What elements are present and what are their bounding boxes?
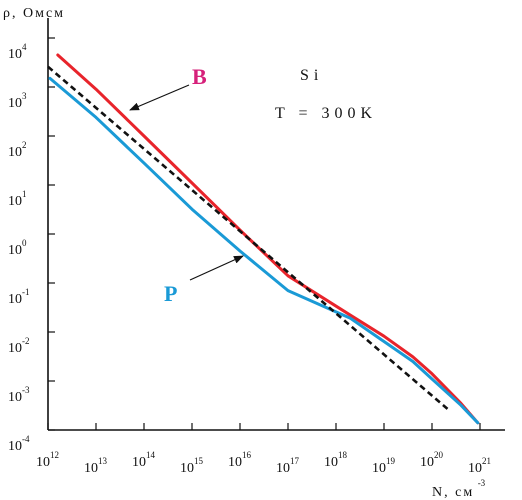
series-label-p: P <box>164 281 177 306</box>
x-tick-label-base: 10 <box>468 461 482 476</box>
x-tick-label: 1020 <box>420 450 444 470</box>
y-tick-label-base: 10 <box>8 145 22 160</box>
fit-line-dashed <box>47 65 451 412</box>
x-tick-label-exponent: 18 <box>338 450 348 460</box>
x-tick-marks <box>47 423 481 430</box>
y-tick-label: 10-2 <box>8 336 30 356</box>
y-tick-label-base: 10 <box>8 243 22 258</box>
y-tick-marks <box>48 37 55 431</box>
x-tick-label-base: 10 <box>36 455 50 470</box>
x-tick-label: 1013 <box>84 456 108 476</box>
y-tick-label-base: 10 <box>8 194 22 209</box>
y-tick-label-exponent: -4 <box>22 434 30 444</box>
x-tick-label-base: 10 <box>420 455 434 470</box>
label-arrows <box>129 84 244 281</box>
y-tick-label-base: 10 <box>8 47 22 62</box>
x-tick-label-exponent: 13 <box>98 456 108 466</box>
y-tick-label-base: 10 <box>8 292 22 307</box>
y-tick-label: 10-3 <box>8 385 30 405</box>
series-line-b <box>56 53 480 425</box>
y-tick-label-exponent: 1 <box>22 189 27 199</box>
y-tick-label-base: 10 <box>8 341 22 356</box>
y-tick-label-base: 10 <box>8 439 22 454</box>
x-tick-label: 1021 <box>468 456 491 476</box>
series-line-p <box>48 76 480 425</box>
x-axis-label-exponent: -3 <box>478 478 486 488</box>
y-tick-label: 104 <box>8 42 27 62</box>
y-tick-label: 101 <box>8 189 27 209</box>
axes <box>47 18 505 431</box>
y-tick-label-exponent: 4 <box>22 42 27 52</box>
x-tick-label-exponent: 17 <box>290 456 300 466</box>
y-tick-label-base: 10 <box>8 96 22 111</box>
x-tick-label: 1012 <box>36 450 59 470</box>
y-tick-label-exponent: 3 <box>22 91 27 101</box>
x-tick-label: 1017 <box>276 456 300 476</box>
y-tick-label: 10-1 <box>8 287 30 307</box>
arrow-b <box>129 84 190 111</box>
x-tick-label: 1016 <box>228 450 252 470</box>
x-tick-label-exponent: 15 <box>194 456 204 466</box>
x-axis-label-group: N, см -3 <box>432 478 486 500</box>
x-tick-label-base: 10 <box>324 455 338 470</box>
y-tick-label-exponent: -3 <box>22 385 30 395</box>
x-tick-label-base: 10 <box>372 461 386 476</box>
x-tick-label-base: 10 <box>132 455 146 470</box>
y-tick-label-exponent: -2 <box>22 336 30 346</box>
temperature-annotation: T = 300K <box>275 105 377 122</box>
series-lines <box>47 53 480 425</box>
y-tick-label: 10-4 <box>8 434 30 454</box>
x-tick-label-exponent: 14 <box>146 450 156 460</box>
y-tick-label: 103 <box>8 91 27 111</box>
x-tick-label-base: 10 <box>228 455 242 470</box>
x-tick-label: 1019 <box>372 456 396 476</box>
y-tick-label-exponent: -1 <box>22 287 30 297</box>
x-tick-label: 1015 <box>180 456 204 476</box>
x-tick-label-base: 10 <box>276 461 290 476</box>
x-tick-label-exponent: 20 <box>434 450 444 460</box>
x-tick-label: 1018 <box>324 450 348 470</box>
x-tick-label-exponent: 19 <box>386 456 396 466</box>
y-axis-label: ρ, Омсм <box>3 6 65 21</box>
series-label-b: B <box>192 64 207 89</box>
y-tick-label: 102 <box>8 140 27 160</box>
x-tick-label-exponent: 12 <box>50 450 59 460</box>
x-tick-label-base: 10 <box>180 461 194 476</box>
material-annotation: Si <box>300 67 323 84</box>
y-tick-label: 100 <box>8 238 27 258</box>
y-tick-label-exponent: 2 <box>22 140 27 150</box>
arrow-p <box>189 255 244 281</box>
y-tick-label-exponent: 0 <box>22 238 27 248</box>
x-tick-label-exponent: 16 <box>242 450 252 460</box>
y-tick-label-base: 10 <box>8 390 22 405</box>
x-axis-label: N, см <box>432 485 474 500</box>
x-tick-label-exponent: 21 <box>482 456 491 466</box>
x-tick-label: 1014 <box>132 450 156 470</box>
x-tick-label-base: 10 <box>84 461 98 476</box>
